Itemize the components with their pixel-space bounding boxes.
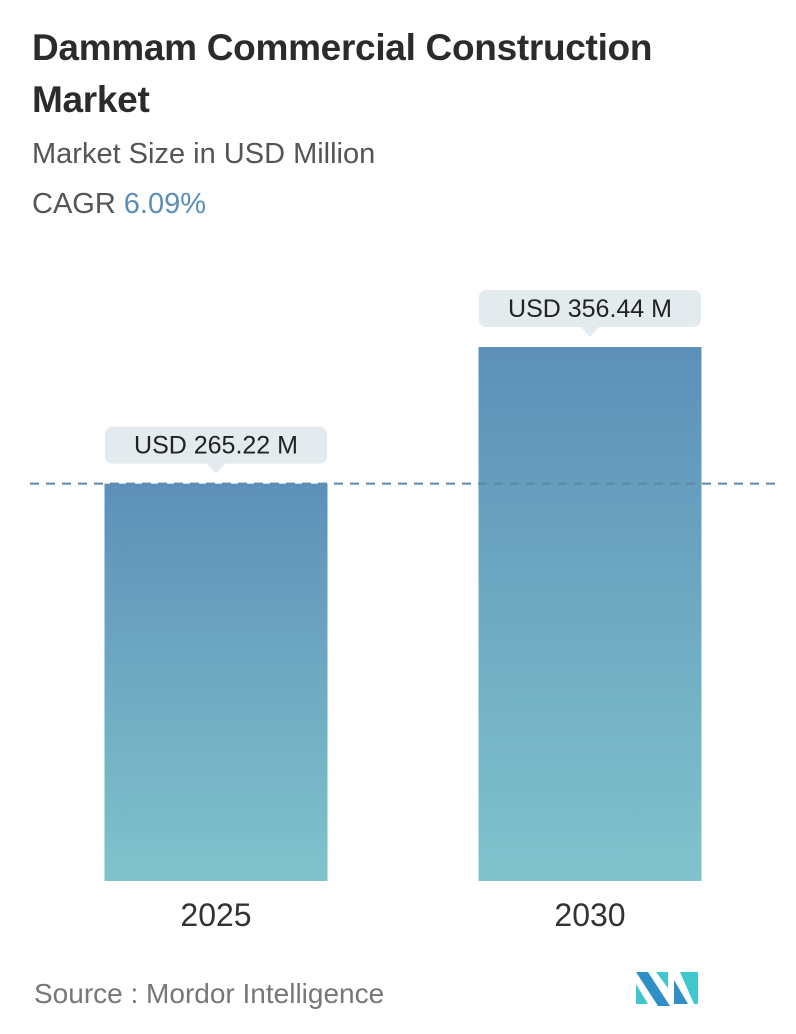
chart-title: Dammam Commercial Construction Market [32, 27, 653, 120]
data-label-text: USD 265.22 M [134, 432, 298, 460]
label-pointer [207, 463, 225, 474]
cagr-value: 6.09% [123, 188, 207, 220]
data-label-2025: USD 265.22 M [105, 426, 327, 474]
x-tick-label: 2025 [180, 897, 251, 933]
cagr: CAGR 6.09% [32, 188, 206, 221]
bar-chart: USD 265.22 M 2025 USD 356.44 M 2030 [30, 290, 782, 933]
bar-2030 [478, 347, 702, 881]
label-bubble [105, 426, 327, 464]
source-text: Source : Mordor Intelligence [34, 978, 385, 1009]
label-bubble [479, 290, 701, 327]
mordor-logo [636, 972, 698, 1006]
bar-2025 [104, 483, 328, 881]
label-pointer [581, 327, 599, 337]
x-tick-label: 2030 [554, 897, 625, 933]
chart-subtitle: Market Size in USD Million [32, 138, 376, 170]
cagr-label: CAGR [32, 188, 116, 220]
data-label-2030: USD 356.44 M [479, 290, 701, 337]
data-label-text: USD 356.44 M [508, 295, 672, 323]
